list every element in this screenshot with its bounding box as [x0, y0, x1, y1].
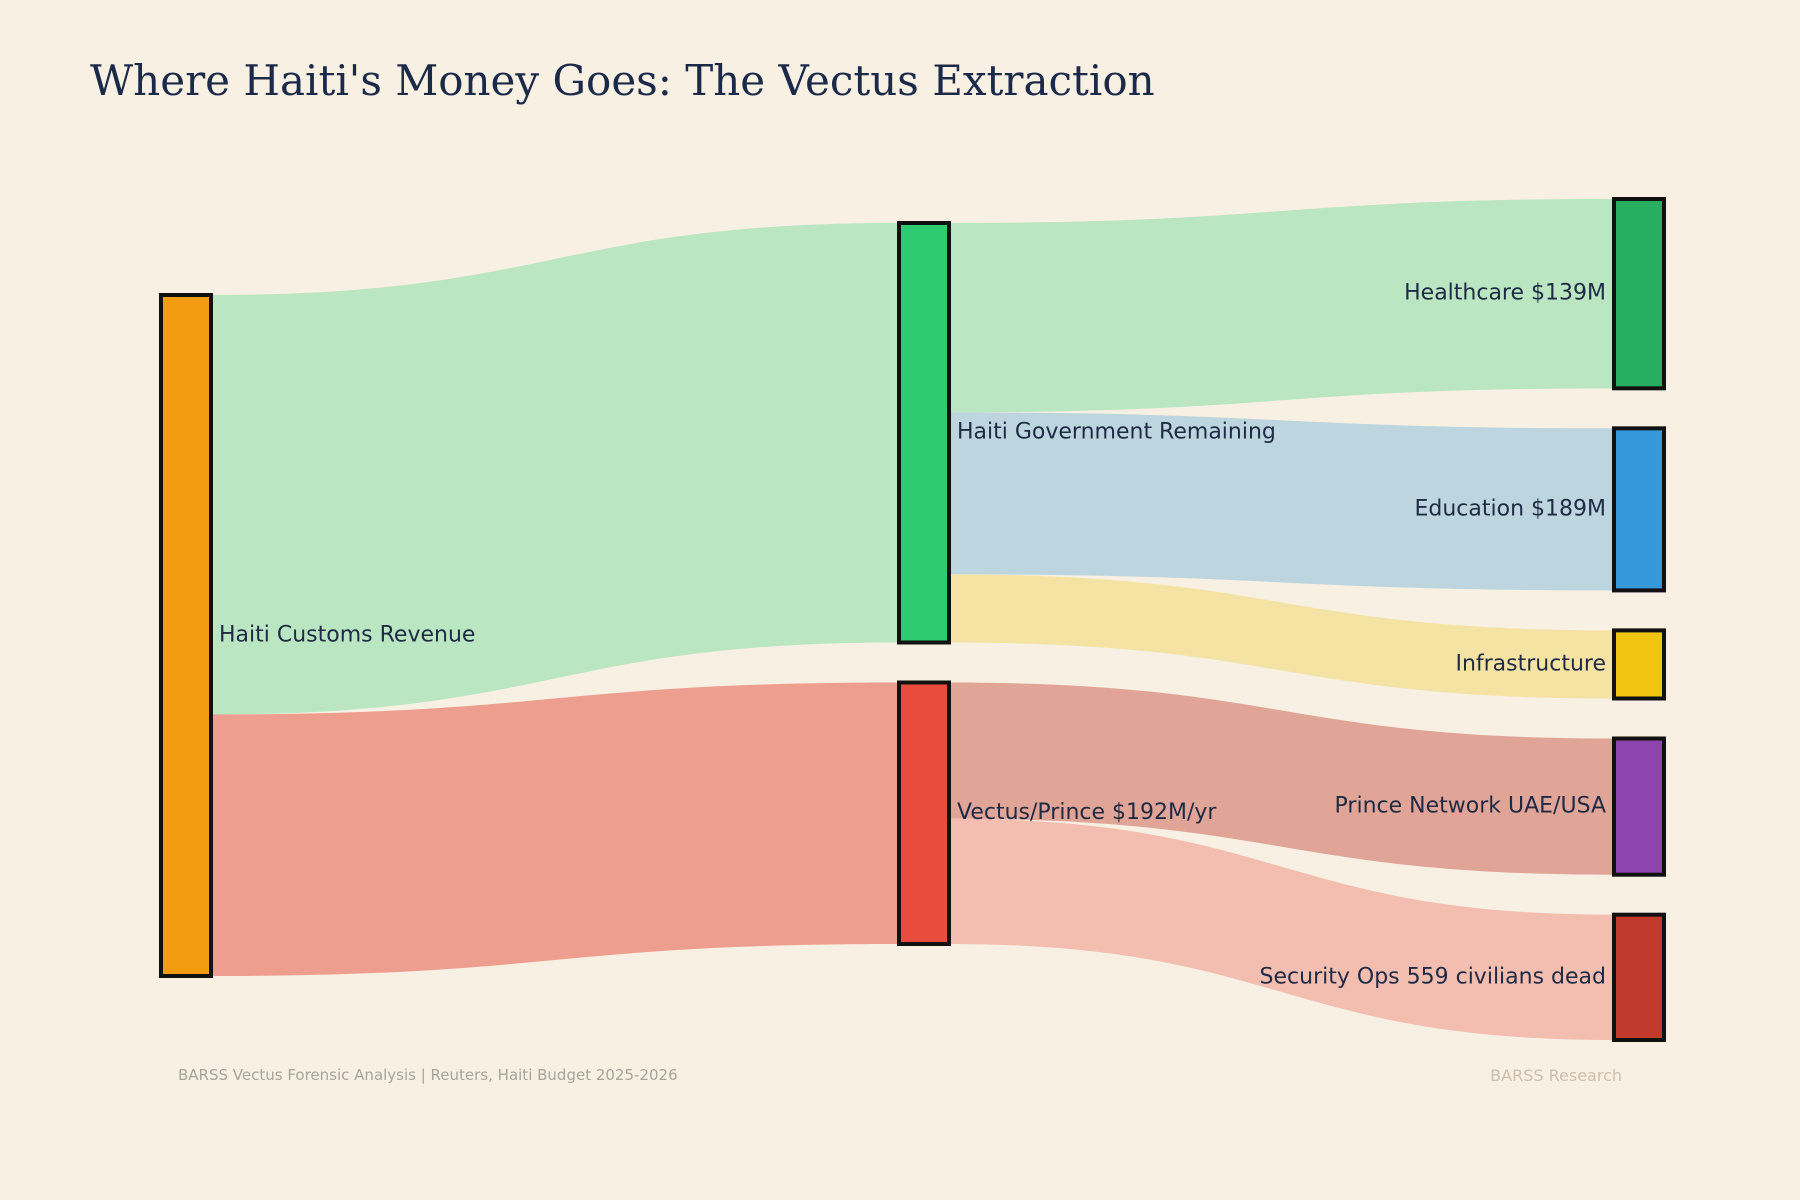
- link-gov-to-infra: [949, 574, 1614, 699]
- node-prince: [1612, 736, 1666, 877]
- link-gov-to-health: [949, 199, 1614, 413]
- brand-credit: BARSS Research: [1490, 1066, 1622, 1085]
- sankey-nodes: [159, 197, 1666, 1042]
- node-health: [1612, 197, 1666, 391]
- link-vectus-to-prince: [949, 682, 1614, 875]
- node-label-gov: Haiti Government Remaining: [957, 420, 1276, 445]
- chart-title: Where Haiti's Money Goes: The Vectus Ext…: [90, 56, 1155, 105]
- node-edu: [1612, 426, 1666, 593]
- link-gov-to-edu: [949, 412, 1614, 591]
- node-vectus: [897, 680, 951, 946]
- node-label-prince: Prince Network UAE/USA: [1335, 794, 1606, 819]
- link-customs-to-vectus: [211, 682, 899, 976]
- node-label-vectus: Vectus/Prince $192M/yr: [957, 800, 1217, 825]
- node-label-infra: Infrastructure: [1455, 651, 1606, 676]
- sankey-links: [211, 199, 1614, 1040]
- node-customs: [159, 293, 213, 978]
- node-label-customs: Haiti Customs Revenue: [219, 623, 475, 648]
- node-label-edu: Education $189M: [1415, 496, 1607, 521]
- node-label-security: Security Ops 559 civilians dead: [1260, 964, 1606, 989]
- source-note: BARSS Vectus Forensic Analysis | Reuters…: [178, 1066, 678, 1084]
- node-infra: [1612, 628, 1666, 701]
- node-label-health: Healthcare $139M: [1404, 281, 1606, 306]
- link-customs-to-gov: [211, 223, 899, 715]
- link-vectus-to-security: [949, 818, 1614, 1040]
- node-security: [1612, 912, 1666, 1042]
- sankey-labels: Haiti Customs Revenue Haiti Government Re…: [219, 281, 1606, 990]
- node-gov: [897, 221, 951, 645]
